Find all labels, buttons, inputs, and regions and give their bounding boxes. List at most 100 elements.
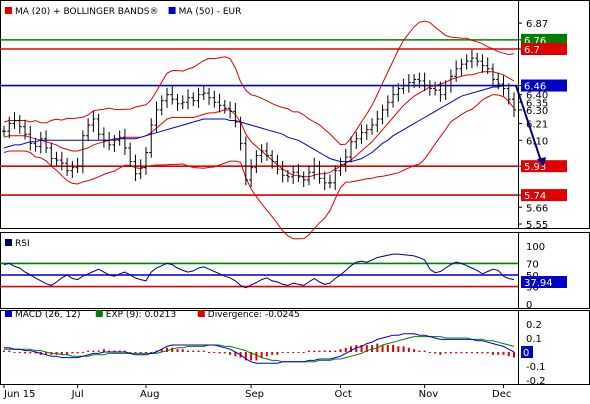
macd-divergence-bar — [365, 345, 368, 352]
macd-divergence-bar — [3, 350, 5, 352]
rsi-last-value-tag — [521, 275, 567, 288]
macd-divergence-bar — [113, 350, 116, 352]
macd-divergence-bar — [297, 352, 300, 353]
macd-divergence-bar — [24, 352, 27, 354]
macd-divergence-bar — [444, 352, 447, 354]
macd-divergence-bar — [123, 350, 126, 352]
macd-divergence-bar — [455, 352, 458, 354]
macd-divergence-bar — [428, 352, 431, 353]
x-tick-label: Aug — [140, 389, 160, 400]
macd-divergence-bar — [208, 352, 211, 353]
bollinger-lower-line — [3, 94, 515, 240]
x-tick-label: Jun 15 — [3, 389, 36, 400]
macd-divergence-bar — [34, 352, 37, 354]
rsi-line — [3, 253, 515, 289]
price-level-value: 6.7 — [524, 45, 540, 56]
macd-divergence-bar — [197, 350, 200, 352]
price-legend-swatch-1 — [168, 7, 176, 14]
price-ytick-label: 5.55 — [526, 220, 548, 231]
macd-divergence-bar — [307, 350, 310, 352]
price-legend-label-0: MA (20) + BOLLINGER BANDS® — [15, 7, 159, 17]
macd-divergence-bar — [144, 352, 147, 354]
macd-divergence-bar — [334, 350, 337, 352]
macd-divergence-bar — [513, 352, 515, 358]
macd-divergence-bar — [155, 350, 158, 352]
macd-divergence-bar — [481, 352, 484, 354]
price-level-value: 5.93 — [524, 162, 546, 173]
macd-divergence-bar — [328, 350, 331, 352]
price-ytick-label: 6.40 — [526, 91, 548, 102]
macd-ytick-label: 0.2 — [526, 320, 542, 331]
macd-divergence-bar — [355, 345, 358, 352]
macd-divergence-bar — [460, 352, 463, 354]
macd-divergence-bar — [108, 350, 111, 352]
rsi-legend-swatch-0 — [5, 239, 12, 246]
macd-divergence-bar — [255, 352, 258, 361]
macd-divergence-bar — [60, 352, 63, 355]
rsi-ytick-label: 100 — [526, 242, 545, 253]
macd-divergence-bar — [423, 350, 426, 352]
macd-line — [4, 333, 515, 364]
macd-divergence-bar — [497, 352, 500, 355]
macd-divergence-bar — [381, 345, 384, 352]
macd-divergence-bar — [491, 352, 494, 355]
macd-legend-label-1: EXP (9): 0.0213 — [106, 310, 176, 320]
macd-divergence-bar — [502, 352, 505, 355]
macd-divergence-bar — [213, 352, 216, 353]
macd-divergence-bar — [318, 350, 321, 352]
macd-legend-label-2: Divergence: -0.0245 — [208, 310, 300, 320]
macd-divergence-bar — [413, 349, 416, 352]
forecast-arrow-head — [537, 157, 546, 167]
macd-divergence-bar — [386, 345, 389, 352]
ma20-line — [3, 71, 515, 178]
macd-divergence-bar — [234, 352, 237, 357]
macd-divergence-bar — [276, 352, 279, 355]
macd-divergence-bar — [13, 352, 16, 353]
rsi-legend-label-0: RSI — [15, 239, 30, 249]
macd-divergence-bar — [218, 352, 221, 354]
macd-divergence-bar — [439, 352, 442, 355]
macd-divergence-bar — [397, 346, 400, 352]
macd-divergence-bar — [181, 349, 184, 352]
price-ytick-label: 5.66 — [526, 203, 548, 214]
macd-divergence-bar — [229, 352, 232, 355]
macd-divergence-bar — [202, 350, 205, 352]
macd-divergence-bar — [486, 352, 489, 354]
macd-divergence-bar — [265, 352, 268, 357]
ma50-line — [3, 85, 514, 163]
macd-divergence-bar — [250, 352, 253, 361]
macd-divergence-bar — [45, 352, 48, 355]
forecast-arrow-line — [515, 85, 543, 165]
macd-legend-swatch-1 — [95, 310, 103, 317]
macd-divergence-bar — [434, 352, 437, 354]
price-level-tag — [521, 189, 567, 202]
price-legend-label-1: MA (50) - EUR — [179, 7, 242, 17]
macd-divergence-bar — [66, 352, 69, 355]
price-ytick-label: 6.30 — [526, 106, 548, 117]
macd-ytick-label: 0.1 — [526, 334, 542, 345]
macd-divergence-bar — [470, 352, 473, 353]
macd-divergence-bar — [418, 350, 421, 352]
macd-divergence-bar — [281, 352, 284, 353]
macd-divergence-bar — [97, 350, 100, 352]
rsi-ytick-label: 70 — [526, 259, 539, 270]
x-tick-label: Jul — [71, 389, 84, 400]
x-tick-label: Sep — [245, 389, 264, 400]
macd-legend-swatch-2 — [197, 310, 205, 317]
macd-divergence-bar — [350, 346, 353, 352]
macd-signal-line — [4, 336, 515, 363]
macd-divergence-bar — [76, 352, 79, 354]
macd-divergence-bar — [271, 352, 274, 355]
macd-divergence-bar — [292, 352, 295, 353]
x-tick-label: Nov — [419, 389, 439, 400]
bollinger-upper-line — [3, 20, 515, 146]
macd-divergence-bar — [244, 352, 247, 361]
price-level-tag — [521, 33, 567, 46]
macd-last-value-tag — [521, 346, 533, 358]
price-ytick-label: 6.10 — [526, 136, 548, 147]
price-ytick-label: 6.21 — [526, 120, 548, 131]
price-level-value: 6.76 — [524, 36, 546, 47]
price-level-tag — [521, 43, 567, 55]
macd-divergence-bar — [449, 352, 452, 354]
